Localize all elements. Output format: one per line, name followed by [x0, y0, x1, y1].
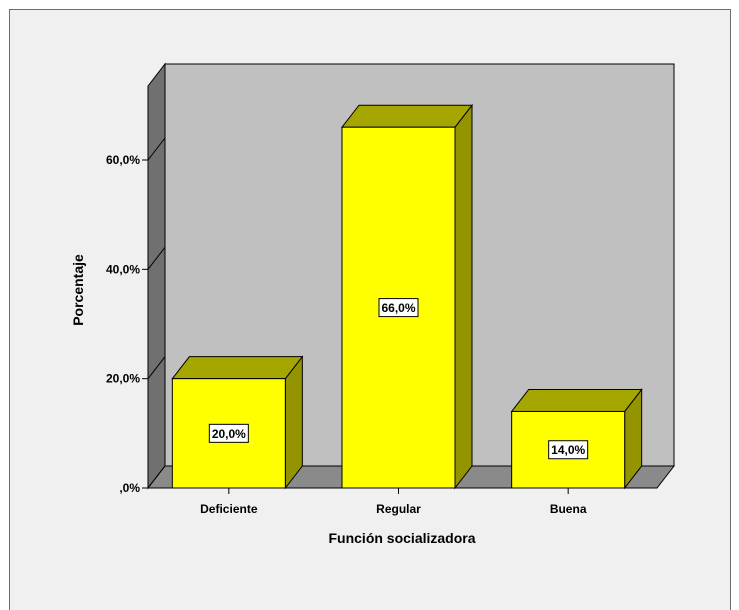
data-label-box: [378, 298, 419, 318]
side-wall: [147, 62, 166, 490]
data-label: 66,0%: [381, 301, 415, 315]
bar-side: [284, 355, 303, 490]
x-axis-title: Función socializadora: [328, 530, 475, 546]
bar-chart: ,0% 20,0% 40,0% 60,0% 20,0% 66,0% 14,0% Defic…: [70, 62, 676, 546]
x-tick-label: Deficiente: [200, 502, 258, 516]
y-axis: ,0% 20,0% 40,0% 60,0%: [106, 86, 166, 495]
y-tick-label: 20,0%: [106, 372, 140, 386]
data-label-box: [548, 440, 589, 460]
x-axis: Deficiente Regular Buena: [148, 487, 657, 516]
bars: 20,0% 66,0% 14,0%: [171, 103, 643, 490]
bar-regular: 66,0%: [340, 103, 474, 490]
bar-side: [454, 103, 473, 490]
bar-top: [340, 104, 474, 128]
y-tick-diagonal: [147, 356, 166, 379]
y-axis-title: Porcentaje: [70, 254, 86, 326]
chart-stage: ,0% 20,0% 40,0% 60,0% 20,0% 66,0% 14,0% Defic…: [9, 9, 731, 610]
y-tick-label: ,0%: [119, 481, 140, 495]
x-tick-label: Regular: [376, 502, 421, 516]
y-tick-diagonal: [147, 137, 166, 161]
bar-top: [510, 388, 643, 412]
y-tick-diagonal: [147, 247, 166, 270]
data-label: 14,0%: [551, 443, 585, 457]
y-tick-label: 40,0%: [106, 262, 140, 276]
bar: [341, 126, 456, 489]
x-tick-label: Buena: [550, 502, 587, 516]
data-label-box: [208, 423, 249, 443]
bar-top: [171, 356, 304, 380]
data-label: 20,0%: [212, 427, 246, 441]
bar-buena: 14,0%: [510, 388, 643, 490]
y-tick-label: 60,0%: [106, 153, 140, 167]
y-tick-diagonal: [147, 465, 166, 489]
bar-deficiente: 20,0%: [171, 355, 304, 490]
